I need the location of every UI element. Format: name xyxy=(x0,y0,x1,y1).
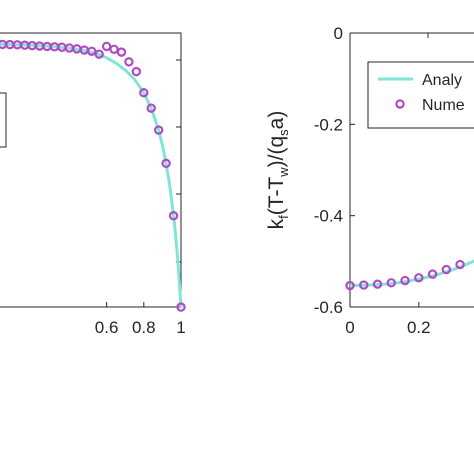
legend-numerical-label: Nume xyxy=(422,97,465,114)
left-analytical-line xyxy=(0,42,183,308)
right-y-tick-label: -0.4 xyxy=(314,207,343,226)
left-numerical-point xyxy=(146,103,156,113)
right-y-axis-label: kf(T-Tw)/(qsa) xyxy=(265,111,291,230)
left-x-tick-label: 0.8 xyxy=(132,318,156,337)
right-numerical-point xyxy=(455,259,465,270)
right-numerical-point xyxy=(427,269,438,279)
right-x-tick-labels: 0 0.2 xyxy=(345,318,430,337)
right-y-tick-label: -0.2 xyxy=(314,115,343,134)
right-analytical-line xyxy=(349,259,474,287)
left-numerical-point xyxy=(161,158,171,169)
right-x-tick-label: 0 xyxy=(345,318,354,337)
left-x-tick-labels: 0.6 0.8 1 xyxy=(95,318,186,337)
right-x-tick-label: 0.2 xyxy=(407,318,431,337)
right-numerical-point xyxy=(345,280,355,291)
legend-analytical-label: Analy xyxy=(422,72,462,89)
left-numerical-point xyxy=(139,88,149,98)
right-marks xyxy=(345,259,474,291)
right-y-tick-label: 0 xyxy=(334,24,343,43)
left-numerical-point xyxy=(116,47,127,57)
left-x-tick-label: 1 xyxy=(176,318,185,337)
right-numerical-point xyxy=(386,278,396,288)
left-axes-box xyxy=(0,32,182,308)
right-legend: Analy Nume xyxy=(367,61,474,129)
right-numerical-point xyxy=(441,264,452,275)
legend-numerical-swatch xyxy=(395,99,405,109)
left-x-tick-label: 0.6 xyxy=(95,318,119,337)
right-numerical-point xyxy=(400,275,410,286)
left-numerical-point xyxy=(131,66,142,77)
right-ticks xyxy=(349,32,429,308)
left-numerical-point xyxy=(101,41,112,52)
right-numerical-point xyxy=(372,279,383,289)
left-numerical-point xyxy=(153,125,164,135)
left-marks xyxy=(0,39,186,312)
right-numerical-point xyxy=(414,273,424,283)
right-legend-box xyxy=(367,61,474,129)
right-numerical-point xyxy=(359,280,369,290)
left-numerical-point xyxy=(168,211,179,221)
right-y-tick-label: -0.6 xyxy=(314,298,343,317)
left-numerical-point xyxy=(124,57,134,67)
left-numerical-point xyxy=(109,44,119,54)
left-panel: 0.6 0.8 1 xyxy=(0,32,186,337)
right-panel: 0-0.2-0.4-0.6 0 0.2 kf(T-Tw)/(qsa) Analy … xyxy=(265,24,474,337)
right-y-tick-labels: 0 -0.2 -0.4 -0.6 xyxy=(314,24,343,317)
left-legend-box xyxy=(0,92,7,148)
left-numerical-point xyxy=(176,302,186,312)
left-numerical-point xyxy=(87,46,97,57)
left-numerical-point xyxy=(94,49,104,59)
